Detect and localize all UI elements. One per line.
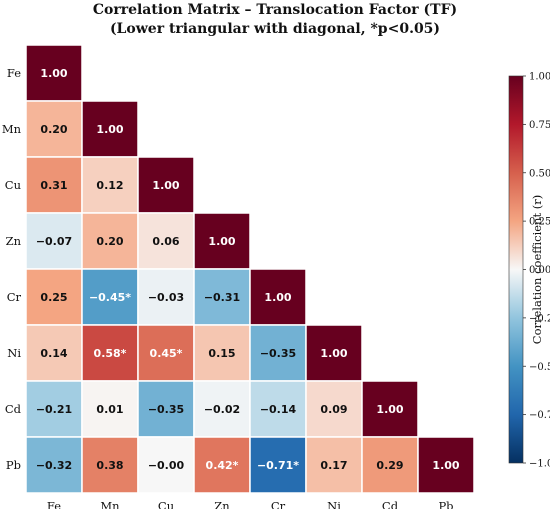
cell-value-label: −0.02: [204, 403, 240, 416]
cell-value-label: −0.32: [36, 459, 72, 472]
colorbar: 1.000.750.500.250.00−0.25−0.50−0.75−1.00…: [509, 72, 550, 470]
x-tick-label-fe: Fe: [47, 499, 61, 509]
cell-value-label: 1.00: [40, 67, 67, 80]
cell-value-label: −0.45*: [89, 291, 131, 304]
y-tick-label-mn: Mn: [2, 122, 22, 136]
colorbar-tick-label: 1.00: [529, 72, 550, 83]
x-tick-label-cu: Cu: [158, 499, 174, 509]
cell-value-label: −0.35: [148, 403, 184, 416]
y-tick-label-ni: Ni: [7, 346, 21, 360]
colorbar-label: Correlation coefficient (r): [530, 195, 544, 344]
cell-value-label: 0.01: [96, 403, 123, 416]
chart-subtitle: (Lower triangular with diagonal, *p<0.05…: [0, 21, 550, 38]
cell-value-label: −0.31: [204, 291, 240, 304]
x-tick-label-cr: Cr: [271, 499, 286, 509]
y-tick-label-zn: Zn: [6, 234, 22, 248]
colorbar-gradient: [509, 76, 523, 463]
cell-value-label: 0.38: [96, 459, 123, 472]
cell-value-label: −0.71*: [257, 459, 299, 472]
x-tick-label-zn: Zn: [214, 499, 230, 509]
heatmap-cells: 1.00 0.20 1.00 0.31 0.12 1.00 −0.07 0.20 0.06 1.0…: [26, 45, 474, 493]
cell-value-label: 0.09: [320, 403, 347, 416]
cell-value-label: 0.42*: [206, 459, 239, 472]
cell-value-label: 1.00: [376, 403, 403, 416]
y-tick-label-cu: Cu: [5, 178, 21, 192]
colorbar-tick-label: −1.00: [529, 459, 550, 470]
x-tick-label-cd: Cd: [382, 499, 399, 509]
cell-value-label: 1.00: [96, 123, 123, 136]
cell-value-label: −0.03: [148, 291, 184, 304]
cell-value-label: 0.15: [208, 347, 235, 360]
x-tick-label-mn: Mn: [100, 499, 120, 509]
cell-value-label: 1.00: [432, 459, 459, 472]
cell-value-label: −0.21: [36, 403, 72, 416]
y-tick-label-cr: Cr: [7, 290, 22, 304]
cell-value-label: 1.00: [264, 291, 291, 304]
colorbar-tick-label: 0.50: [529, 168, 550, 179]
y-axis-tick-labels: Fe Mn Cu Zn Cr Ni Cd Pb: [2, 66, 22, 472]
cell-value-label: 0.20: [40, 123, 67, 136]
cell-value-label: −0.00: [148, 459, 185, 472]
y-tick-label-cd: Cd: [5, 402, 22, 416]
y-tick-label-pb: Pb: [6, 458, 21, 472]
cell-value-label: 0.45*: [150, 347, 183, 360]
cell-value-label: −0.14: [260, 403, 297, 416]
chart-title: Correlation Matrix – Translocation Facto…: [0, 2, 550, 19]
cell-value-label: 0.31: [40, 179, 67, 192]
cell-value-label: 0.58*: [94, 347, 127, 360]
y-tick-label-fe: Fe: [7, 66, 21, 80]
colorbar-tick-label: −0.75: [529, 410, 550, 421]
cell-value-label: 0.06: [152, 235, 179, 248]
x-tick-label-ni: Ni: [327, 499, 341, 509]
x-tick-label-pb: Pb: [438, 499, 453, 509]
cell-value-label: 0.29: [376, 459, 403, 472]
cell-value-label: −0.07: [36, 235, 72, 248]
cell-value-label: 0.20: [96, 235, 123, 248]
colorbar-tick-label: 0.75: [529, 120, 550, 131]
cell-value-label: 0.14: [40, 347, 67, 360]
cell-value-label: 1.00: [320, 347, 347, 360]
cell-value-label: 0.17: [320, 459, 347, 472]
x-axis-tick-labels: Fe Mn Cu Zn Cr Ni Cd Pb: [47, 499, 454, 509]
cell-value-label: 0.25: [40, 291, 67, 304]
cell-value-label: 1.00: [152, 179, 179, 192]
cell-value-label: 0.12: [96, 179, 123, 192]
colorbar-tick-label: −0.50: [529, 362, 550, 373]
cell-value-label: 1.00: [208, 235, 235, 248]
cell-value-label: −0.35: [260, 347, 296, 360]
